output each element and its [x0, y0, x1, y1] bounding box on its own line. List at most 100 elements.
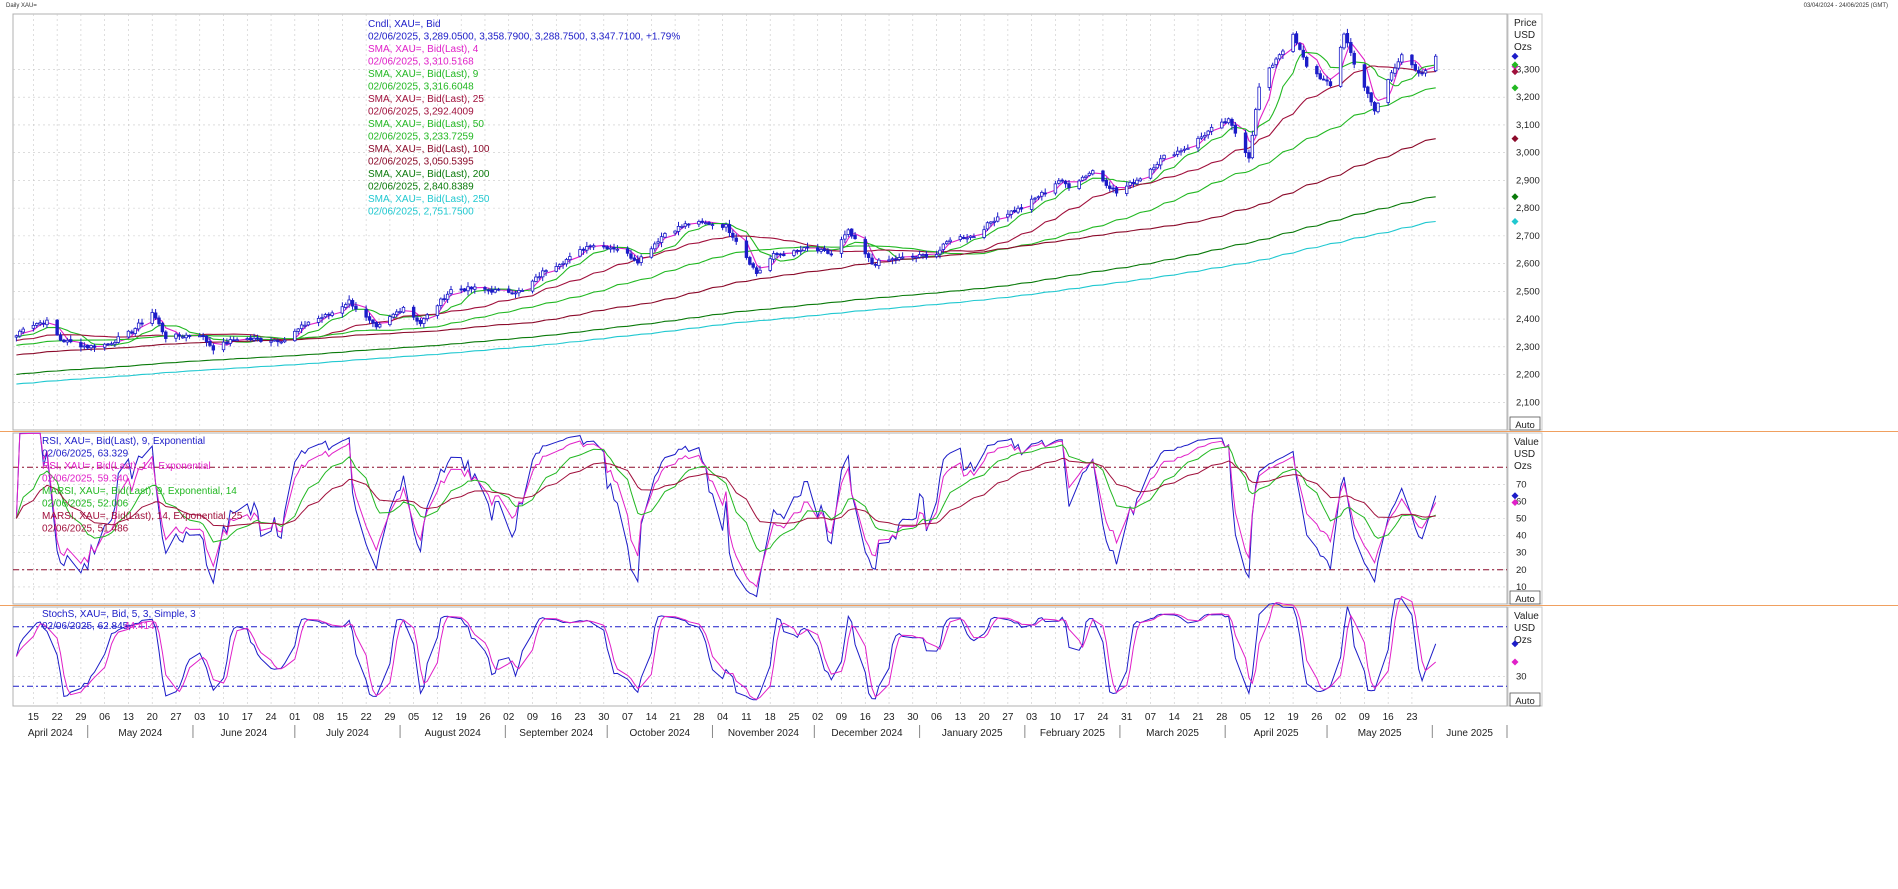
candle-body [965, 237, 969, 240]
candle-body [187, 335, 192, 337]
y-tick-label: 3,100 [1516, 120, 1540, 131]
candle-body [1091, 170, 1095, 175]
candle-body [425, 314, 429, 320]
candle-body [1321, 78, 1326, 81]
candle-body [1087, 172, 1092, 176]
candle-body [306, 321, 311, 326]
candle-body [126, 330, 131, 338]
candle-body [459, 288, 463, 291]
x-tick-label: 05 [1240, 712, 1252, 723]
candle-body [802, 247, 806, 251]
auto-scale-button[interactable]: Auto [1515, 420, 1535, 431]
candle-body [248, 337, 253, 341]
candle-body [778, 253, 783, 256]
candle-body [1108, 185, 1112, 189]
candle-body [917, 254, 922, 258]
x-tick-label: 27 [170, 712, 182, 723]
legend-series-title: SMA, XAU=, Bid(Last), 9 [368, 69, 479, 80]
month-label: July 2024 [326, 728, 369, 739]
auto-scale-frame[interactable] [1509, 692, 1541, 707]
candle-body [734, 237, 738, 242]
candle-body [327, 313, 331, 316]
candle-body [184, 334, 188, 339]
candle-body [731, 232, 735, 238]
auto-scale-frame[interactable] [1509, 590, 1541, 605]
candle-body [1325, 79, 1329, 82]
candle-body [31, 325, 36, 329]
candle-body [1196, 137, 1200, 149]
x-tick-label: 10 [218, 712, 230, 723]
candle-body [164, 331, 168, 339]
candle-body [768, 258, 772, 271]
x-tick-label: 27 [1002, 712, 1014, 723]
candle-body [958, 236, 963, 240]
legend-series-value: 02/06/2025, 3,310.5168 [368, 57, 474, 68]
candle-body [493, 289, 497, 293]
x-tick-label: 11 [741, 712, 752, 723]
window-title-bar: Daily XAU= 03/04/2024 - 24/06/2025 (GMT) [0, 0, 1898, 12]
candle-body [839, 239, 844, 254]
candle-body [1318, 73, 1322, 80]
candle-body [829, 253, 834, 256]
candle-body [496, 288, 501, 291]
x-tick-label: 17 [242, 712, 254, 723]
candle-body [782, 253, 786, 256]
month-label: May 2025 [1358, 728, 1402, 739]
candle-body [486, 289, 491, 292]
candle-body [873, 263, 878, 266]
candle-body [130, 331, 134, 334]
legend-series-title: SMA, XAU=, Bid(Last), 4 [368, 44, 479, 55]
candle-body [985, 222, 990, 230]
last-price-marker [1511, 52, 1519, 60]
stoch-k-marker [1511, 640, 1519, 648]
candle-body [846, 229, 850, 235]
candle-body [710, 224, 715, 226]
y-tick-label: 3,300 [1516, 64, 1540, 75]
candle-body [605, 246, 609, 250]
candle-body [1342, 33, 1346, 49]
legend-series-value: 02/06/2025, 59.340 [42, 474, 129, 485]
y-tick-label: 3,000 [1516, 148, 1540, 159]
candle-body [1060, 179, 1064, 182]
candle-body [320, 317, 324, 319]
candle-body [347, 299, 351, 305]
legend-series-title: Cndl, XAU=, Bid [368, 19, 441, 30]
candle-body [1291, 33, 1295, 52]
auto-scale-frame[interactable] [1509, 416, 1541, 431]
candle-body [1162, 154, 1166, 159]
auto-scale-button[interactable]: Auto [1515, 696, 1535, 707]
candle-body [1277, 54, 1282, 60]
candle-body [683, 223, 687, 227]
sma-25-marker [1511, 68, 1519, 76]
candle-body [1138, 178, 1142, 182]
marsi-14-line [15, 457, 1436, 528]
y-tick-label: 2,500 [1516, 286, 1540, 297]
candle-body [391, 313, 395, 318]
x-tick-label: 30 [907, 712, 919, 723]
x-tick-label: 12 [1264, 712, 1276, 723]
candle-body [106, 343, 110, 346]
candle-body [469, 286, 474, 290]
legend-series-value: 02/06/2025, 63.329 [42, 449, 129, 460]
month-label: October 2024 [630, 728, 691, 739]
candle-body [435, 305, 440, 316]
candle-body [1433, 55, 1438, 72]
x-tick-label: 29 [75, 712, 87, 723]
candle-body [272, 339, 277, 342]
month-label: November 2024 [728, 728, 800, 739]
auto-scale-button[interactable]: Auto [1515, 594, 1535, 605]
candle-body [890, 258, 895, 261]
sma-200-line [16, 196, 1436, 375]
sma-250-line [16, 220, 1436, 385]
candle-body [133, 328, 137, 334]
candle-body [198, 335, 202, 338]
candle-body [1172, 154, 1176, 157]
chart-title: Daily XAU= [6, 3, 37, 9]
candle-body [1125, 185, 1129, 194]
candle-body [330, 312, 334, 316]
sma-250-marker [1511, 218, 1519, 226]
candle-body [866, 253, 871, 258]
candle-body [174, 333, 178, 339]
candle-body [799, 250, 803, 252]
